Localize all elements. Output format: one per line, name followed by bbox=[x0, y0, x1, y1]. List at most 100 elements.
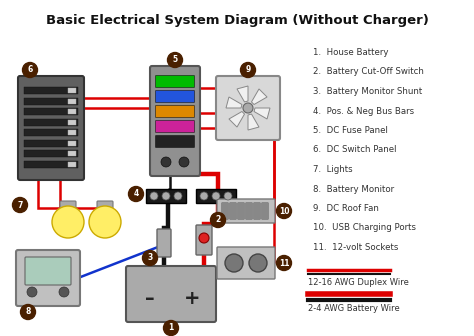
FancyBboxPatch shape bbox=[155, 76, 194, 87]
Circle shape bbox=[27, 287, 37, 297]
Circle shape bbox=[164, 321, 179, 336]
FancyBboxPatch shape bbox=[262, 203, 268, 219]
Circle shape bbox=[179, 157, 189, 167]
Text: Basic Electrical System Diagram (Without Charger): Basic Electrical System Diagram (Without… bbox=[46, 14, 428, 27]
Text: 3.  Battery Monitor Shunt: 3. Battery Monitor Shunt bbox=[313, 87, 422, 96]
FancyBboxPatch shape bbox=[155, 106, 194, 118]
Text: 10: 10 bbox=[279, 207, 289, 215]
FancyBboxPatch shape bbox=[157, 229, 171, 257]
Text: 4.  Pos. & Neg Bus Bars: 4. Pos. & Neg Bus Bars bbox=[313, 107, 414, 116]
FancyBboxPatch shape bbox=[24, 139, 78, 146]
Polygon shape bbox=[248, 114, 259, 130]
Text: 3: 3 bbox=[147, 253, 153, 262]
Polygon shape bbox=[254, 108, 270, 119]
FancyBboxPatch shape bbox=[68, 98, 76, 103]
FancyBboxPatch shape bbox=[18, 76, 84, 180]
Polygon shape bbox=[252, 89, 267, 104]
Circle shape bbox=[167, 52, 182, 68]
Circle shape bbox=[128, 186, 144, 202]
Circle shape bbox=[161, 157, 171, 167]
FancyBboxPatch shape bbox=[216, 76, 280, 140]
Circle shape bbox=[210, 212, 226, 227]
Circle shape bbox=[243, 103, 253, 113]
FancyBboxPatch shape bbox=[24, 108, 78, 115]
FancyBboxPatch shape bbox=[155, 135, 194, 148]
FancyBboxPatch shape bbox=[16, 250, 80, 306]
FancyBboxPatch shape bbox=[150, 66, 200, 176]
FancyBboxPatch shape bbox=[68, 151, 76, 156]
FancyBboxPatch shape bbox=[25, 257, 71, 285]
Text: –: – bbox=[145, 289, 155, 307]
FancyBboxPatch shape bbox=[60, 201, 76, 213]
Polygon shape bbox=[237, 86, 248, 102]
FancyBboxPatch shape bbox=[24, 129, 78, 136]
FancyBboxPatch shape bbox=[126, 266, 216, 322]
FancyBboxPatch shape bbox=[246, 203, 252, 219]
Text: 12-16 AWG Duplex Wire: 12-16 AWG Duplex Wire bbox=[308, 278, 409, 287]
Text: 6: 6 bbox=[27, 66, 33, 75]
FancyBboxPatch shape bbox=[24, 97, 78, 104]
Text: 4: 4 bbox=[133, 190, 138, 199]
Circle shape bbox=[89, 206, 121, 238]
Circle shape bbox=[22, 62, 37, 78]
FancyBboxPatch shape bbox=[155, 90, 194, 102]
Circle shape bbox=[276, 204, 292, 218]
Circle shape bbox=[143, 251, 157, 265]
FancyBboxPatch shape bbox=[68, 162, 76, 167]
Text: 1: 1 bbox=[168, 324, 173, 333]
FancyBboxPatch shape bbox=[68, 88, 76, 93]
FancyBboxPatch shape bbox=[68, 120, 76, 125]
Text: 6.  DC Switch Panel: 6. DC Switch Panel bbox=[313, 145, 396, 155]
Circle shape bbox=[212, 192, 220, 200]
FancyBboxPatch shape bbox=[196, 225, 212, 255]
Text: 8: 8 bbox=[25, 307, 31, 317]
FancyBboxPatch shape bbox=[97, 201, 113, 213]
FancyBboxPatch shape bbox=[24, 150, 78, 157]
Text: 11: 11 bbox=[279, 258, 289, 267]
Text: 2-4 AWG Battery Wire: 2-4 AWG Battery Wire bbox=[308, 304, 400, 313]
Text: 9.  DC Roof Fan: 9. DC Roof Fan bbox=[313, 204, 379, 213]
FancyBboxPatch shape bbox=[68, 130, 76, 135]
FancyBboxPatch shape bbox=[24, 119, 78, 126]
Text: 5.  DC Fuse Panel: 5. DC Fuse Panel bbox=[313, 126, 388, 135]
FancyBboxPatch shape bbox=[68, 109, 76, 114]
FancyBboxPatch shape bbox=[217, 199, 275, 223]
Text: 5: 5 bbox=[173, 55, 178, 65]
Circle shape bbox=[224, 192, 232, 200]
Circle shape bbox=[174, 192, 182, 200]
Circle shape bbox=[276, 255, 292, 270]
Circle shape bbox=[249, 254, 267, 272]
FancyBboxPatch shape bbox=[155, 121, 194, 132]
Circle shape bbox=[199, 233, 209, 243]
FancyBboxPatch shape bbox=[196, 189, 236, 203]
FancyBboxPatch shape bbox=[237, 203, 244, 219]
Text: 11.  12-volt Sockets: 11. 12-volt Sockets bbox=[313, 243, 398, 252]
FancyBboxPatch shape bbox=[68, 140, 76, 145]
FancyBboxPatch shape bbox=[24, 87, 78, 94]
Text: 2: 2 bbox=[215, 215, 220, 224]
Circle shape bbox=[52, 206, 84, 238]
FancyBboxPatch shape bbox=[230, 203, 237, 219]
Circle shape bbox=[12, 198, 27, 212]
Polygon shape bbox=[226, 97, 242, 108]
FancyBboxPatch shape bbox=[254, 203, 260, 219]
Text: 7: 7 bbox=[18, 201, 23, 210]
FancyBboxPatch shape bbox=[24, 161, 78, 168]
Text: 2.  Battery Cut-Off Switch: 2. Battery Cut-Off Switch bbox=[313, 68, 424, 77]
Circle shape bbox=[225, 254, 243, 272]
Circle shape bbox=[162, 192, 170, 200]
FancyBboxPatch shape bbox=[217, 247, 275, 279]
Circle shape bbox=[20, 304, 36, 320]
Text: +: + bbox=[184, 289, 200, 307]
Polygon shape bbox=[229, 112, 245, 127]
Text: 1.  House Battery: 1. House Battery bbox=[313, 48, 389, 57]
Text: 9: 9 bbox=[246, 66, 251, 75]
Circle shape bbox=[59, 287, 69, 297]
FancyBboxPatch shape bbox=[222, 203, 228, 219]
Circle shape bbox=[150, 192, 158, 200]
Circle shape bbox=[200, 192, 208, 200]
Circle shape bbox=[240, 62, 255, 78]
FancyBboxPatch shape bbox=[146, 189, 186, 203]
Text: 8.  Battery Monitor: 8. Battery Monitor bbox=[313, 184, 394, 194]
Text: 10.  USB Charging Ports: 10. USB Charging Ports bbox=[313, 223, 416, 233]
